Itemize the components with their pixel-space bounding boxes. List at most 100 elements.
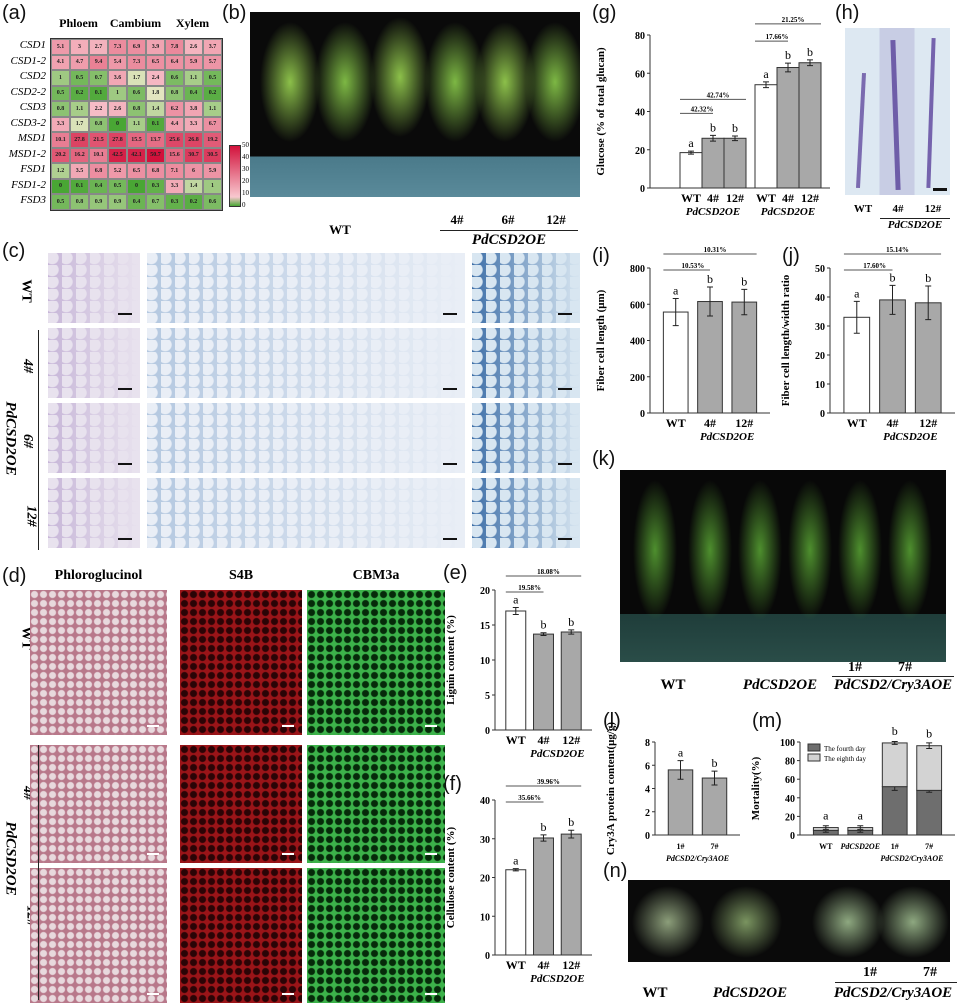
heatmap-cell: 0 (51, 178, 70, 194)
stem-cross-section-image (147, 478, 465, 548)
y-tick-label: 5 (485, 691, 490, 702)
scale-bar (933, 188, 947, 191)
stem-cross-section-image (48, 253, 140, 323)
error-bar (925, 285, 932, 321)
heatmap-cell: 7.8 (165, 39, 184, 55)
panel-label-l: (l) (603, 710, 621, 732)
bar (798, 62, 822, 189)
y-tick-label: 6 (645, 761, 650, 772)
panel-label-g: (g) (592, 2, 617, 24)
heatmap-cell: 0.4 (184, 85, 203, 101)
significance-letter: b (807, 45, 813, 59)
heatmap-cell: 0.6 (203, 194, 222, 210)
k-group-label: PdCSD2/Cry3AOE (833, 677, 953, 693)
h-label: 4# (892, 203, 904, 215)
heatmap-cell: 27.8 (70, 132, 89, 148)
scale-bar (118, 538, 132, 540)
heatmap-cell: 0.5 (51, 85, 70, 101)
y-tick-label: 20 (480, 874, 490, 885)
panel-label-j: (j) (782, 245, 800, 267)
stem-cross-section-image (147, 253, 465, 323)
heatmap-row-label: MSD1 (17, 132, 46, 144)
n-label-oe: PdCSD2OE (712, 985, 788, 1001)
y-axis-label: Cry3A protein content(μg/g) (605, 722, 617, 855)
chart-svg-e: 0 5 10 15 20 Lignin content (%) a b b WT 4# 12#PdCS… (445, 568, 592, 760)
x-tick-label: PdCSD2OE (840, 842, 880, 851)
y-axis-label: Lignin content (%) (445, 615, 457, 705)
significance-letter: b (732, 121, 738, 135)
heatmap-colorbar (229, 145, 241, 207)
chart-j: 0 10 20 30 40 50 Fiber cell length/width ratio… (775, 240, 960, 460)
significance-letter: a (673, 283, 679, 297)
heatmap-cell: 3.3 (51, 116, 70, 132)
heatmap-cell: 0.3 (165, 194, 184, 210)
x-tick-label: WT (666, 416, 686, 430)
d-group-label: PdCSD2OE (2, 821, 19, 896)
heatmap-cell: 3.9 (146, 39, 165, 55)
heatmap-row-label: CSD1-2 (10, 54, 46, 67)
scale-bar (425, 993, 437, 995)
significance-letter: b (890, 270, 896, 284)
panel-label-f: (f) (443, 773, 462, 795)
stem-cross-section-image (147, 328, 465, 398)
y-tick-label: 100 (780, 738, 795, 749)
significance-letter: b (541, 618, 547, 632)
x-tick-label: 12# (801, 191, 819, 205)
d-column-header: CBM3a (352, 568, 400, 583)
x-group-label: PdCSD2OE (686, 206, 740, 218)
heatmap-cell: 3.7 (203, 39, 222, 55)
colorbar-tick: 30 (242, 165, 249, 173)
stained-section-image (307, 868, 445, 1003)
y-axis-label: Glucose (% of total glucan) (595, 47, 607, 176)
heatmap-cell: 15.6 (165, 147, 184, 163)
heatmap-cell: 2.6 (108, 101, 127, 117)
heatmap-cell: 1.1 (70, 101, 89, 117)
b-group-label: PdCSD2OE (471, 232, 547, 248)
heatmap-cell: 27.8 (108, 132, 127, 148)
significance-letter: b (710, 120, 716, 134)
n-label-wt: WT (642, 985, 668, 1001)
heatmap-row-label: CSD2 (19, 70, 46, 82)
scale-bar (443, 538, 457, 540)
x-group-label: PdCSD2OE (883, 431, 937, 443)
error-bar (891, 741, 898, 745)
error-bar (688, 150, 694, 155)
heatmap-column-group: Xylem (175, 16, 210, 30)
x-tick-label: 12# (562, 733, 580, 747)
heatmap-cell: 6.9 (127, 39, 146, 55)
error-bar (568, 629, 575, 635)
y-tick-label: 4 (645, 785, 650, 796)
heatmap-cell: 7.3 (127, 54, 146, 70)
heatmap-cell: 5.4 (108, 54, 127, 70)
chart-l: 0 2 4 6 8 Cry3A protein content(μg/g) a b 1# 7# Pd… (600, 700, 745, 870)
heatmap-cell: 2.6 (184, 39, 203, 55)
x-tick-label: 12# (726, 191, 744, 205)
heatmap-cell: 6.8 (89, 163, 108, 179)
heatmap-row-label: FSD3 (20, 194, 46, 206)
stem-cross-section-image (472, 478, 580, 548)
heatmap-cell: 0.7 (146, 194, 165, 210)
heatmap-cell: 0.7 (89, 70, 108, 86)
y-tick-label: 2 (645, 808, 650, 819)
significance-letter: b (926, 727, 932, 741)
scale-bar (118, 463, 132, 465)
heatmap-cell: 10.1 (51, 132, 70, 148)
significance-letter: a (763, 67, 769, 81)
chart-svg-j: 0 10 20 30 40 50 Fiber cell length/width ratio… (780, 246, 955, 443)
bar-segment (881, 742, 908, 788)
error-bar (926, 742, 933, 750)
error-bar (741, 288, 748, 316)
fiber-cells-photo (845, 28, 950, 195)
x-group-label: PdCSD2OE (700, 431, 754, 443)
panel-label-n: (n) (603, 860, 628, 882)
y-tick-label: 40 (480, 796, 490, 807)
x-tick-label: WT (681, 191, 701, 205)
stem-cross-section-image (48, 403, 140, 473)
y-axis-label: Cellulose content (%) (445, 826, 457, 928)
c-group-label: PdCSD2OE (2, 401, 19, 476)
scale-bar (147, 993, 159, 995)
bar (697, 301, 723, 414)
percent-change-label: 35.66% (518, 794, 541, 802)
y-tick-label: 0 (645, 831, 650, 842)
heatmap-cell: 0.8 (51, 101, 70, 117)
